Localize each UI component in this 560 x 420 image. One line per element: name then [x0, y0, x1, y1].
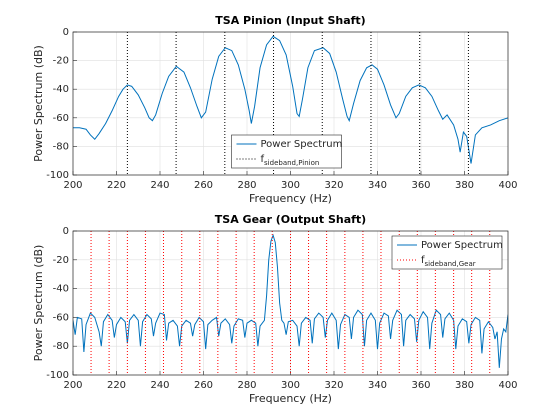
x-tick-label: 400: [498, 380, 517, 391]
y-tick-label: -20: [53, 56, 69, 67]
y-axis-label: Power Spectrum (dB): [32, 45, 45, 162]
y-tick-label: -80: [53, 141, 69, 152]
x-axis-label: Frequency (Hz): [249, 392, 332, 405]
spectrum-line: [73, 35, 508, 164]
legend-subscript: sideband,Gear: [425, 260, 476, 268]
x-axis-label: Frequency (Hz): [249, 192, 332, 205]
x-tick-label: 200: [63, 380, 82, 391]
axes-box: [72, 230, 509, 376]
x-tick-label: 360: [411, 380, 430, 391]
x-tick-label: 280: [237, 180, 256, 191]
y-tick-label: -40: [53, 284, 69, 295]
legend-label: fsideband,Pinion: [261, 154, 320, 167]
x-tick-label: 260: [194, 380, 213, 391]
y-tick-label: -80: [53, 341, 69, 352]
x-tick-label: 380: [455, 180, 474, 191]
legend-box: [231, 134, 342, 169]
legend-name: Power Spectrum: [261, 139, 343, 150]
x-tick-label: 300: [281, 180, 300, 191]
x-tick-label: 220: [107, 380, 126, 391]
legend-label: Power Spectrum: [421, 240, 503, 251]
y-tick-label: -60: [53, 113, 69, 124]
x-tick-label: 220: [107, 180, 126, 191]
plot-marks: [73, 32, 508, 175]
x-tick-label: 320: [324, 180, 343, 191]
x-tick-label: 340: [368, 380, 387, 391]
x-tick-label: 200: [63, 180, 82, 191]
y-tick-label: -60: [53, 312, 69, 323]
axes-box: [72, 31, 509, 176]
x-tick-label: 240: [150, 180, 169, 191]
x-tick-label: 240: [150, 380, 169, 391]
legend-name: f: [421, 255, 425, 266]
legend-label: Power Spectrum: [261, 139, 343, 150]
x-tick-label: 280: [237, 380, 256, 391]
x-tick-label: 260: [194, 180, 213, 191]
y-tick-label: -100: [46, 370, 69, 381]
legend-box: [391, 235, 503, 270]
legend-name: f: [261, 154, 265, 165]
x-tick-label: 360: [411, 180, 430, 191]
x-tick-label: 320: [324, 380, 343, 391]
y-tick-label: 0: [63, 226, 69, 237]
chart-title: TSA Gear (Output Shaft): [215, 213, 366, 226]
y-tick-label: 0: [63, 27, 69, 38]
chart-title: TSA Pinion (Input Shaft): [215, 14, 365, 27]
legend-subscript: sideband,Pinion: [264, 159, 319, 167]
legend-name: Power Spectrum: [421, 240, 503, 251]
y-tick-label: -100: [46, 170, 69, 181]
x-tick-label: 340: [368, 180, 387, 191]
x-tick-label: 400: [498, 180, 517, 191]
y-axis-label: Power Spectrum (dB): [32, 245, 45, 362]
y-tick-label: -40: [53, 84, 69, 95]
x-tick-label: 380: [455, 380, 474, 391]
legend-label: fsideband,Gear: [421, 255, 476, 268]
spectrum-line: [73, 233, 508, 368]
y-tick-label: -20: [53, 255, 69, 266]
x-tick-label: 300: [281, 380, 300, 391]
